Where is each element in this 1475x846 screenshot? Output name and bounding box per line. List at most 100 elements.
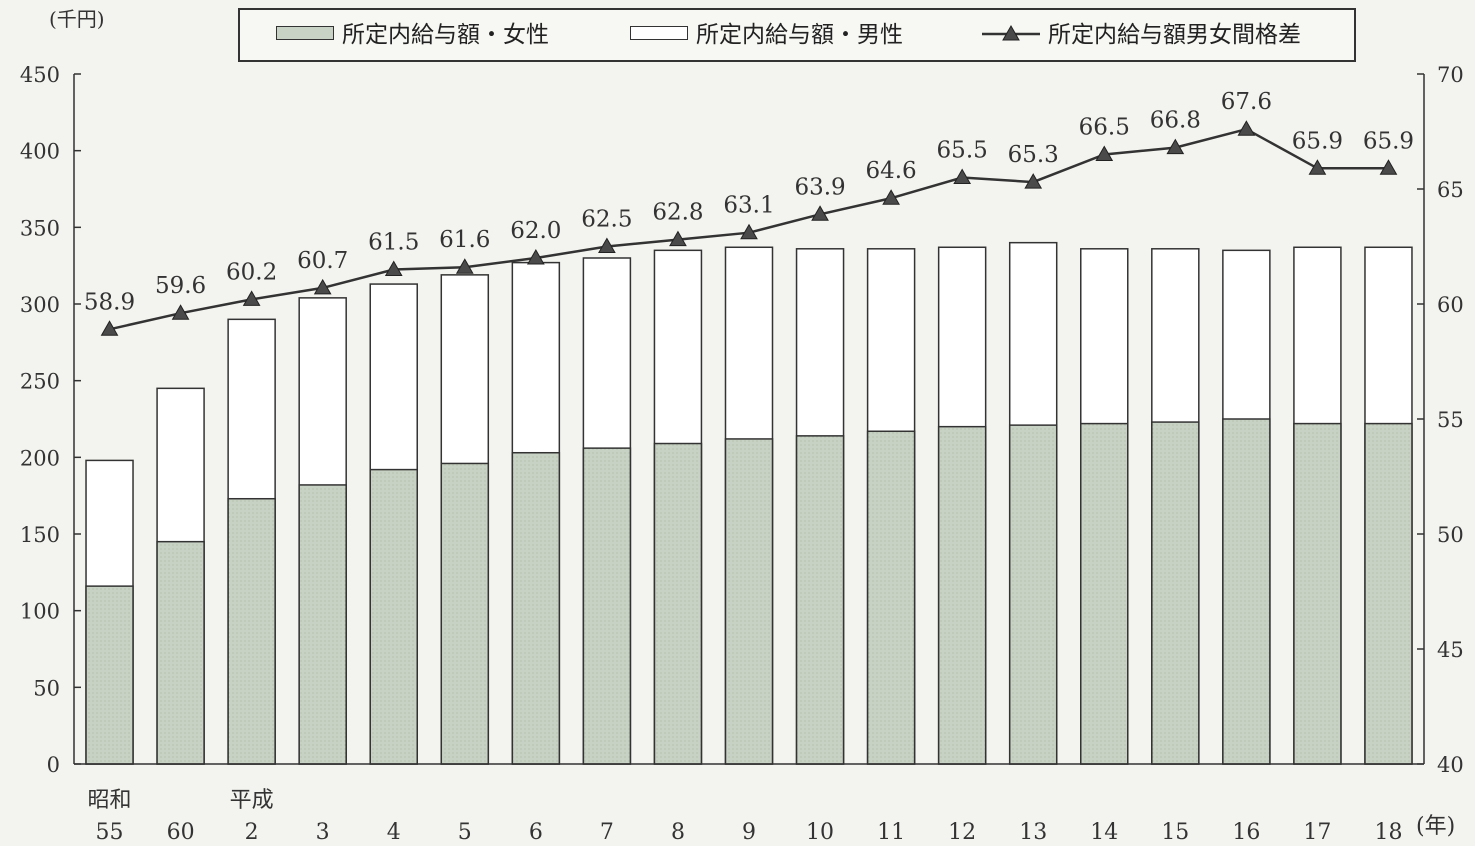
x-tick-label: 17 (1303, 820, 1331, 845)
gap-data-label: 64.6 (865, 158, 916, 184)
x-tick-label: 9 (742, 820, 756, 845)
legend-swatch-male (630, 26, 688, 40)
gap-point (1024, 173, 1043, 189)
gap-point (384, 260, 403, 276)
x-tick-label: 55 (96, 820, 124, 845)
right-tick-label: 60 (1437, 293, 1464, 317)
gap-point (669, 230, 687, 247)
bar-female (1008, 424, 1058, 765)
gap-point (811, 205, 829, 221)
gap-data-label: 61.6 (439, 227, 490, 253)
bar-female (653, 442, 703, 765)
legend: 所定内給与額・女性 所定内給与額・男性 所定内給与額男女間格差 (238, 8, 1356, 62)
left-tick-label: 100 (20, 600, 60, 624)
bar-female (1080, 422, 1129, 765)
bar-female (369, 468, 418, 765)
left-tick-label: 50 (33, 676, 60, 700)
bar-female (1222, 418, 1271, 765)
bar-female (298, 484, 347, 765)
left-tick-label: 200 (20, 446, 60, 470)
era-label: 昭和 (88, 788, 132, 813)
gap-point (313, 278, 332, 295)
legend-label-female: 所定内給与額・女性 (342, 22, 549, 48)
gap-point (1095, 145, 1114, 161)
gap-point (171, 304, 190, 320)
gap-point (455, 258, 474, 274)
gap-data-label: 62.8 (652, 200, 703, 226)
gap-data-label: 60.7 (297, 248, 348, 274)
gap-data-label: 66.8 (1150, 108, 1201, 134)
gap-point (242, 290, 261, 306)
gap-data-label: 63.1 (723, 193, 774, 219)
gap-point (1237, 120, 1256, 136)
gap-data-label: 63.9 (794, 174, 845, 200)
legend-label-gap: 所定内給与額男女間格差 (1048, 22, 1301, 48)
gap-data-label: 61.5 (368, 230, 419, 256)
right-tick-label: 40 (1437, 753, 1464, 777)
x-tick-label: 6 (529, 820, 543, 845)
right-tick-label: 45 (1437, 638, 1464, 662)
x-tick-label: 11 (877, 820, 905, 845)
bar-female (85, 585, 134, 765)
bar-female (156, 540, 205, 765)
right-tick-label: 65 (1437, 178, 1464, 202)
x-tick-label: 10 (806, 820, 834, 845)
x-tick-label: 14 (1090, 820, 1118, 845)
x-tick-label: 18 (1374, 820, 1402, 845)
gap-data-label: 65.3 (1008, 142, 1059, 168)
legend-swatch-female (276, 26, 334, 40)
right-tick-label: 50 (1437, 523, 1464, 547)
legend-line-gap (982, 24, 1040, 41)
left-tick-label: 300 (20, 293, 60, 317)
gap-point (526, 248, 545, 265)
left-tick-label: 450 (20, 63, 60, 87)
bar-female (1151, 421, 1200, 765)
left-tick-label: 350 (20, 216, 60, 240)
bar-female (582, 447, 632, 765)
bar-female (440, 462, 490, 765)
right-tick-label: 70 (1437, 63, 1464, 87)
right-tick-label: 55 (1437, 408, 1464, 432)
bar-female (937, 425, 987, 765)
gap-data-label: 62.5 (581, 207, 632, 233)
gap-data-label: 59.6 (155, 273, 206, 299)
gap-data-label: 66.5 (1079, 115, 1130, 141)
gap-data-label: 65.5 (937, 138, 988, 164)
x-tick-label: 12 (948, 820, 976, 845)
gap-point (1308, 159, 1327, 175)
gap-point (100, 320, 119, 336)
gap-point (953, 168, 972, 184)
x-tick-label: 2 (245, 820, 259, 845)
bar-female (724, 438, 774, 765)
gap-point (1379, 159, 1398, 175)
bar-female (1293, 422, 1342, 765)
gap-point (1166, 138, 1185, 155)
x-axis-unit: (年) (1416, 814, 1455, 839)
bar-female (1364, 422, 1413, 765)
gap-data-label: 65.9 (1363, 128, 1414, 154)
left-axis-unit: (千円) (49, 7, 105, 31)
bar-female (866, 430, 916, 765)
gap-data-label: 67.6 (1221, 89, 1272, 115)
x-tick-label: 5 (458, 820, 472, 845)
bar-female (795, 435, 845, 765)
x-tick-label: 60 (167, 820, 195, 845)
gap-data-label: 65.9 (1292, 128, 1343, 154)
gap-point (598, 237, 616, 253)
gap-point (882, 189, 900, 205)
left-tick-label: 250 (20, 370, 60, 394)
era-label: 平成 (230, 788, 274, 813)
x-tick-label: 15 (1161, 820, 1189, 845)
legend-label-male: 所定内給与額・男性 (696, 22, 903, 48)
x-tick-label: 7 (600, 820, 614, 845)
x-tick-label: 8 (671, 820, 685, 845)
gap-data-label: 62.0 (510, 218, 561, 244)
gap-data-label: 58.9 (84, 289, 135, 315)
left-tick-label: 0 (47, 753, 60, 777)
gap-point (740, 223, 758, 240)
x-tick-label: 16 (1232, 820, 1260, 845)
bar-female (511, 451, 561, 765)
left-tick-label: 150 (20, 523, 60, 547)
x-tick-label: 4 (387, 820, 401, 845)
